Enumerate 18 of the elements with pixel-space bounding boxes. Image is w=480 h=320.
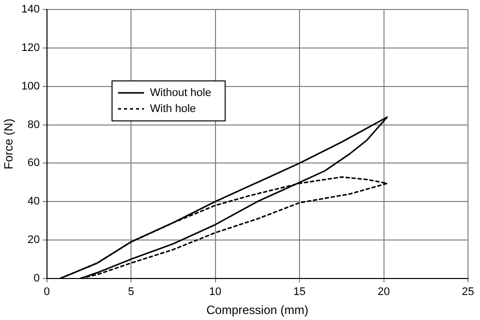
y-tick-label: 140 [21, 4, 40, 16]
y-tick-label: 100 [21, 80, 40, 92]
x-tick-label: 20 [378, 286, 390, 298]
y-axis-title: Force (N) [2, 118, 16, 170]
y-tick-label: 20 [28, 234, 40, 246]
legend-label: With hole [150, 102, 196, 115]
y-tick-label: 40 [28, 196, 40, 208]
x-tick-label: 0 [44, 286, 50, 298]
y-tick-label: 0 [34, 272, 40, 284]
x-tick-label: 5 [128, 286, 134, 298]
y-tick-label: 120 [21, 42, 40, 54]
y-tick-label: 60 [28, 157, 40, 170]
x-tick-label: 10 [209, 286, 222, 298]
legend-label: Without hole [150, 86, 212, 99]
y-tick-label: 80 [28, 118, 40, 131]
x-tick-label: 25 [462, 286, 474, 298]
x-axis-title: Compression (mm) [206, 303, 308, 318]
x-tick-label: 15 [293, 286, 306, 298]
